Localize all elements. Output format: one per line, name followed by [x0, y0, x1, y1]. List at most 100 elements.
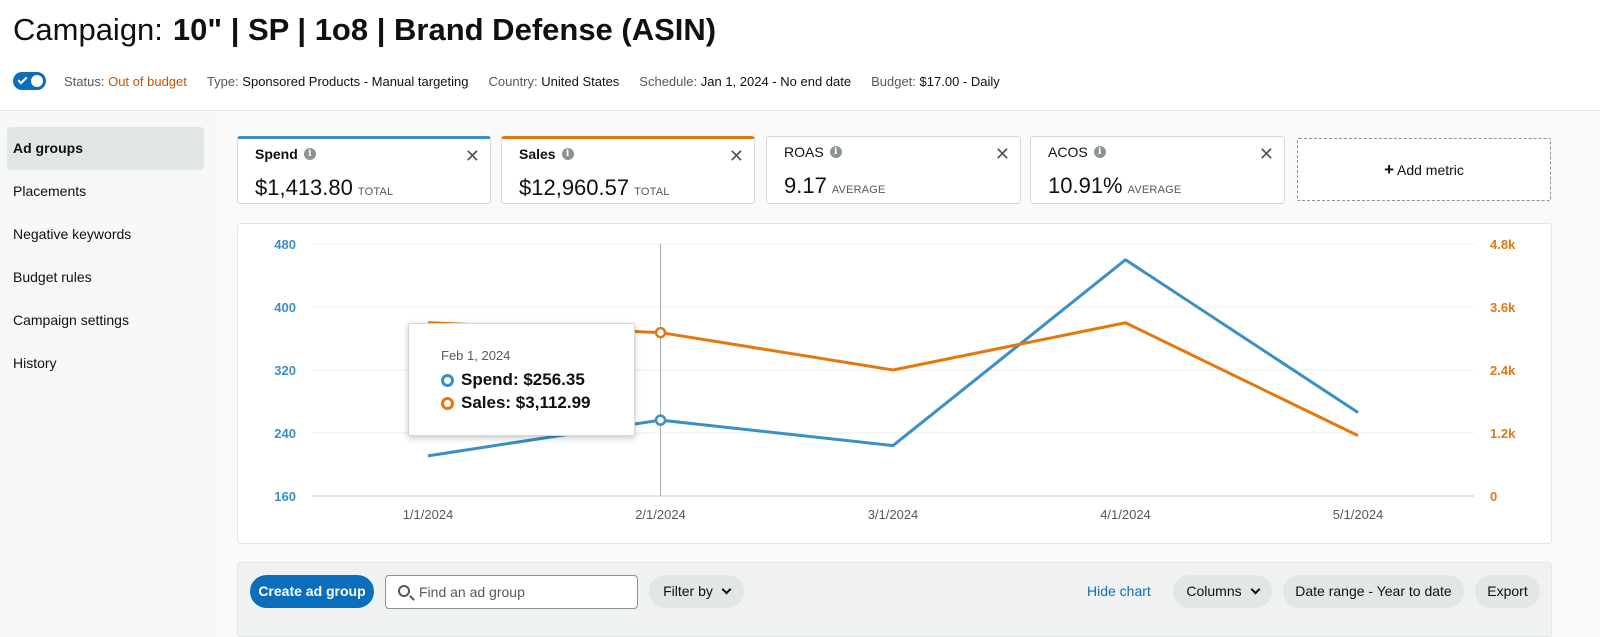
add-metric-label: Add metric — [1397, 162, 1464, 178]
tooltip-spend-row: Spend: $256.35 — [441, 370, 585, 390]
check-icon — [17, 74, 28, 85]
y-right-tick-label: 4.8k — [1490, 237, 1516, 252]
metric-unit: AVERAGE — [1127, 184, 1182, 196]
status-value: Out of budget — [108, 73, 187, 89]
y-left-tick-label: 320 — [274, 363, 296, 378]
metric-value: 10.91% AVERAGE — [1048, 173, 1181, 199]
x-tick-label: 4/1/2024 — [1100, 507, 1151, 522]
schedule-key: Schedule: — [639, 73, 698, 89]
add-metric-button[interactable]: + Add metric — [1297, 138, 1551, 201]
performance-chart: 480 4.8k 400 3.6k 320 2.4k 240 1.2k 160 0 1/1/2024… — [237, 223, 1552, 544]
metric-card-roas[interactable]: ROAS i ✕ 9.17 AVERAGE — [766, 136, 1021, 204]
close-icon[interactable]: ✕ — [1258, 144, 1274, 164]
type-key: Type: — [206, 73, 239, 89]
metric-card-acos[interactable]: ACOS i ✕ 10.91% AVERAGE — [1030, 136, 1285, 204]
search-input[interactable] — [419, 576, 629, 608]
hide-chart-link[interactable]: Hide chart — [1087, 583, 1151, 599]
sidebar-item-placements[interactable]: Placements — [13, 183, 87, 199]
close-icon[interactable]: ✕ — [994, 144, 1010, 164]
y-right-tick-label: 0 — [1490, 489, 1497, 504]
data-point-spend — [654, 414, 667, 426]
type-meta: Type: Sponsored Products - Manual target… — [207, 74, 469, 89]
plus-icon: + — [1384, 160, 1394, 179]
y-left-tick-label: 160 — [274, 489, 296, 504]
columns-label: Columns — [1186, 583, 1242, 599]
create-ad-group-button[interactable]: Create ad group — [250, 575, 374, 608]
metric-amount: $12,960.57 — [519, 175, 630, 200]
columns-button[interactable]: Columns — [1173, 575, 1272, 608]
ad-groups-toolbar: Create ad group Filter by Hide chart Col… — [237, 562, 1552, 637]
sidebar-item-history[interactable]: History — [13, 355, 57, 371]
search-icon — [398, 585, 410, 597]
metric-label: Sales — [519, 146, 556, 162]
metric-name: ACOS i — [1048, 144, 1106, 160]
metric-card-sales[interactable]: Sales i ✕ $12,960.57 TOTAL — [501, 136, 755, 204]
title-label: Campaign: — [13, 12, 163, 47]
status-meta: Status: Out of budget — [64, 74, 187, 89]
tooltip-date: Feb 1, 2024 — [441, 348, 511, 363]
tooltip-sales-row: Sales: $3,112.99 — [441, 393, 591, 413]
campaign-name: 10" | SP | 1o8 | Brand Defense (ASIN) — [172, 12, 717, 47]
metric-name: Spend i — [255, 146, 316, 162]
budget-key: Budget: — [871, 73, 916, 89]
country-key: Country: — [488, 73, 538, 89]
budget-value: $17.00 - Daily — [919, 73, 1000, 89]
sidebar-item-ad-groups[interactable]: Ad groups — [7, 127, 204, 170]
country-meta: Country: United States — [488, 74, 619, 89]
metric-amount: $1,413.80 — [255, 175, 353, 200]
budget-meta: Budget: $17.00 - Daily — [871, 74, 1000, 89]
info-icon[interactable]: i — [829, 146, 842, 158]
campaign-meta-row: Status: Out of budget Type: Sponsored Pr… — [13, 71, 1020, 91]
info-icon[interactable]: i — [561, 148, 574, 160]
chart-tooltip: Feb 1, 2024 Spend: $256.35 Sales: $3,112… — [408, 323, 635, 436]
sidebar-item-budget-rules[interactable]: Budget rules — [13, 269, 92, 285]
metric-name: Sales i — [519, 146, 574, 162]
campaign-sidebar: Ad groups Placements Negative keywords B… — [0, 111, 218, 637]
date-range-button[interactable]: Date range - Year to date — [1283, 575, 1464, 608]
metric-amount: 10.91% — [1048, 173, 1123, 198]
metric-value: 9.17 AVERAGE — [784, 173, 886, 199]
y-right-tick-label: 2.4k — [1490, 363, 1516, 378]
x-tick-label: 2/1/2024 — [635, 507, 686, 522]
tooltip-sales: Sales: $3,112.99 — [461, 393, 591, 412]
sidebar-item-negative-keywords[interactable]: Negative keywords — [13, 226, 132, 242]
filter-by-button[interactable]: Filter by — [649, 575, 744, 608]
campaign-header: Campaign: 10" | SP | 1o8 | Brand Defense … — [0, 0, 1600, 111]
campaign-enabled-toggle[interactable] — [13, 72, 46, 90]
main-content: Spend i ✕ $1,413.80 TOTAL Sales i ✕ $12,960… — [218, 111, 1600, 637]
y-right-tick-label: 3.6k — [1490, 300, 1516, 315]
info-icon[interactable]: i — [303, 148, 316, 160]
metric-amount: 9.17 — [784, 173, 827, 198]
tooltip-spend: Spend: $256.35 — [461, 370, 585, 389]
x-tick-label: 1/1/2024 — [403, 507, 454, 522]
metric-name: ROAS i — [784, 144, 842, 160]
metric-unit: TOTAL — [634, 186, 670, 198]
close-icon[interactable]: ✕ — [464, 146, 480, 166]
y-left-tick-label: 480 — [274, 237, 296, 252]
metric-value: $1,413.80 TOTAL — [255, 175, 393, 201]
close-icon[interactable]: ✕ — [728, 146, 744, 166]
metric-card-spend[interactable]: Spend i ✕ $1,413.80 TOTAL — [237, 136, 491, 204]
page-title: Campaign: 10" | SP | 1o8 | Brand Defense … — [13, 12, 716, 48]
chevron-down-icon — [1250, 584, 1261, 595]
metric-label: ACOS — [1048, 144, 1088, 160]
x-tick-label: 3/1/2024 — [868, 507, 919, 522]
export-button[interactable]: Export — [1475, 575, 1540, 608]
sidebar-item-campaign-settings[interactable]: Campaign settings — [13, 312, 129, 328]
y-left-tick-label: 400 — [274, 300, 296, 315]
status-key: Status: — [64, 73, 105, 89]
type-value: Sponsored Products - Manual targeting — [242, 73, 469, 89]
data-point-sales — [654, 326, 667, 339]
metric-value: $12,960.57 TOTAL — [519, 175, 670, 201]
schedule-meta: Schedule: Jan 1, 2024 - No end date — [639, 74, 851, 89]
metric-unit: AVERAGE — [831, 184, 886, 196]
chevron-down-icon — [721, 584, 732, 595]
sales-marker-icon — [441, 396, 454, 410]
y-right-tick-label: 1.2k — [1490, 426, 1516, 441]
ad-group-search — [385, 575, 638, 609]
info-icon[interactable]: i — [1093, 146, 1106, 158]
schedule-value: Jan 1, 2024 - No end date — [700, 73, 852, 89]
metric-label: ROAS — [784, 144, 824, 160]
x-tick-label: 5/1/2024 — [1333, 507, 1384, 522]
metric-label: Spend — [255, 146, 298, 162]
